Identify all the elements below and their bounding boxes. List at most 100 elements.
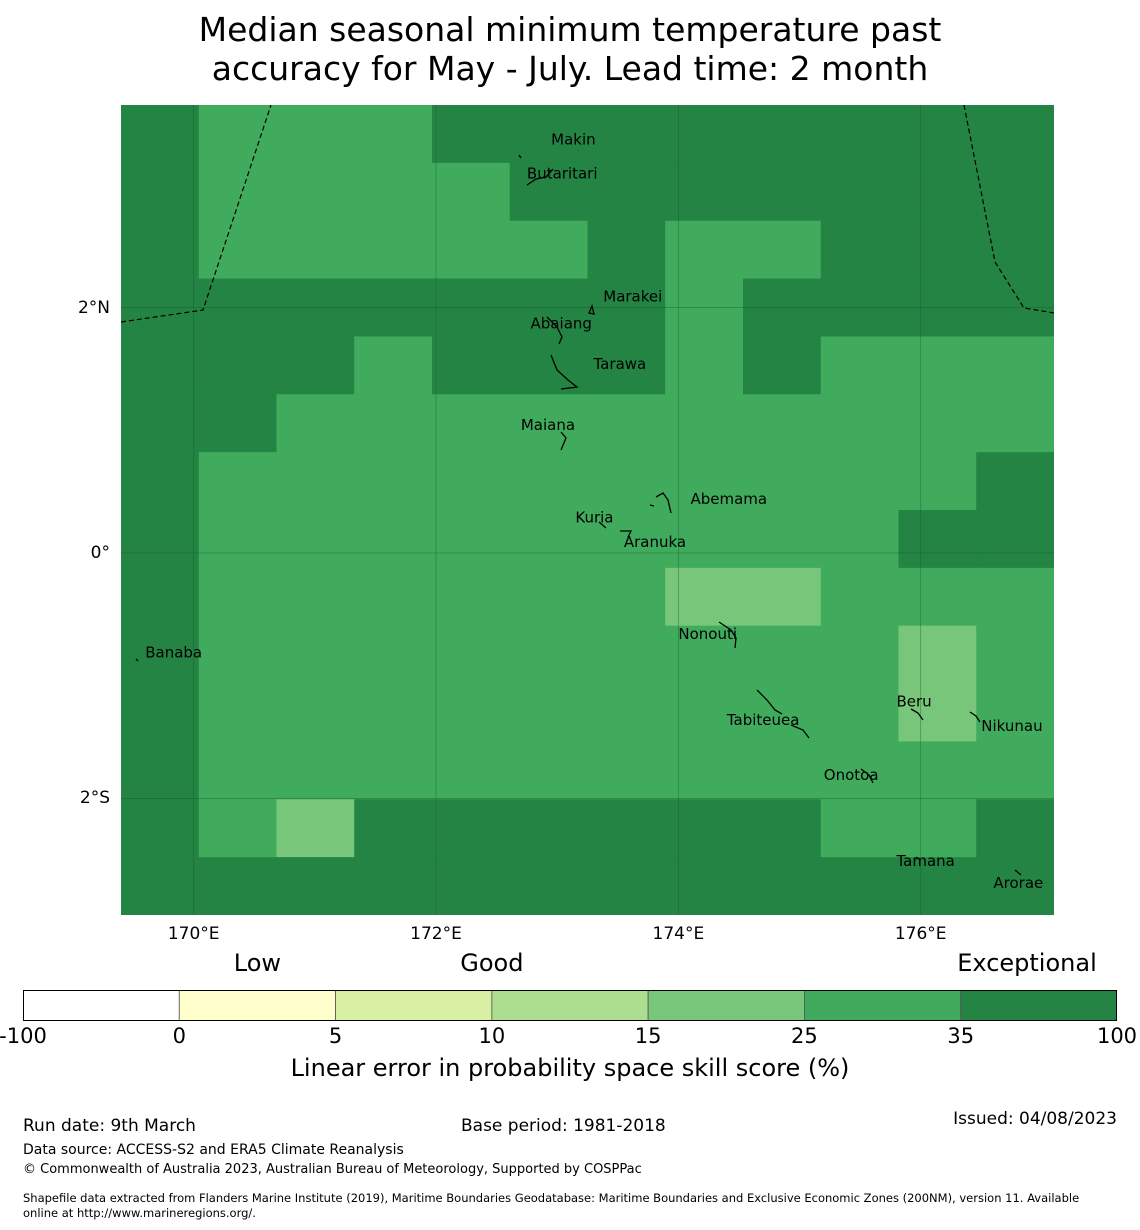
grid-cell (354, 452, 433, 511)
grid-cell (743, 394, 822, 453)
grid-cell (743, 741, 822, 800)
colorbar-frame (23, 990, 1117, 1021)
eez-boundary-west (121, 105, 272, 323)
grid-cell (898, 625, 977, 685)
colorbar-label: Linear error in probability space skill … (290, 1054, 850, 1082)
longitude-tick-label: 172°E (410, 924, 462, 944)
grid-cell (976, 741, 1054, 800)
grid-cell (587, 162, 666, 222)
grid-cell (898, 394, 977, 453)
graticule (121, 105, 1054, 915)
grid-cell (820, 625, 900, 685)
grid-cell (665, 220, 744, 280)
place-label: Tarawa (593, 355, 647, 373)
place-label: Tamana (895, 852, 954, 870)
grid-cell (509, 162, 589, 222)
issued-date: Issued: 04/08/2023 (953, 1109, 1117, 1129)
place-label: Arorae (993, 874, 1043, 892)
colorbar-tick-label: 35 (947, 1024, 975, 1048)
place-label: Nikunau (981, 717, 1042, 735)
data-source: Data source: ACCESS-S2 and ERA5 Climate … (23, 1142, 404, 1158)
grid-cell (198, 857, 278, 915)
colorbar-tick-label: 15 (634, 1024, 662, 1048)
grid-cell (276, 220, 355, 280)
grid-cell (976, 510, 1054, 569)
grid-cell (587, 625, 666, 685)
grid-cell (509, 799, 589, 858)
grid-cell (276, 683, 355, 743)
grid-cell (432, 799, 511, 858)
colorbar-tick-label: 10 (478, 1024, 506, 1048)
colorbar-segment (647, 990, 805, 1021)
place-label: Butaritari (527, 165, 598, 183)
grid-cell (354, 741, 433, 800)
place-label: Maiana (521, 416, 575, 434)
grid-cell (587, 567, 666, 627)
grid-cell (587, 220, 666, 280)
grid-cell (509, 220, 589, 280)
grid-cell (509, 741, 589, 800)
grid-cell (354, 336, 433, 395)
grid-cell (976, 799, 1054, 858)
grid-cell (354, 220, 433, 280)
eez-boundary-east (963, 105, 1054, 314)
island-abemama (649, 492, 672, 514)
skill-map-svg: Makin Butaritari Marakei Abaiang Tarawa Maian… (121, 105, 1054, 915)
place-label: Marakei (603, 287, 662, 305)
eez-boundaries (121, 105, 1054, 323)
grid-cell (976, 220, 1054, 280)
grid-cell (665, 162, 744, 222)
grid-cell (432, 567, 511, 627)
island-outlines (135, 154, 1022, 876)
place-label: Tabiteuea (726, 711, 800, 729)
grid-cell (198, 336, 278, 395)
grid-cell (432, 510, 511, 569)
grid-cell (665, 741, 744, 800)
grid-cell (587, 799, 666, 858)
grid-cell (432, 741, 511, 800)
legend-category-label: Good (460, 949, 524, 977)
grid-cell (121, 683, 200, 743)
grid-cell (509, 857, 589, 915)
grid-cell (743, 799, 822, 858)
grid-cell (121, 510, 200, 569)
grid-cell (198, 105, 278, 164)
grid-cell (354, 510, 433, 569)
grid-cell (432, 162, 511, 222)
legend-category-label: Low (233, 949, 282, 977)
grid-cell (354, 683, 433, 743)
grid-cell (898, 452, 977, 511)
grid-cell (354, 162, 433, 222)
grid-cell (432, 336, 511, 395)
grid-cell (820, 799, 900, 858)
grid-cell (743, 683, 822, 743)
grid-cell (198, 683, 278, 743)
colorbar-segment (960, 990, 1117, 1021)
grid-cell (665, 105, 744, 164)
grid-cell (198, 625, 278, 685)
grid-cell (198, 394, 278, 453)
grid-cell (665, 567, 744, 627)
grid-cell (898, 336, 977, 395)
grid-cell (820, 220, 900, 280)
island-tarawa (550, 354, 579, 390)
place-label: Abaiang (531, 314, 592, 332)
grid-cell (976, 683, 1054, 743)
grid-cell (743, 510, 822, 569)
place-label: Aranuka (624, 533, 686, 551)
grid-cell (121, 567, 200, 627)
grid-cell (587, 741, 666, 800)
grid-cell (121, 105, 200, 164)
grid-cell (898, 220, 977, 280)
grid-cell (354, 567, 433, 627)
legend-category-label: Exceptional (957, 949, 1097, 977)
grid-cell (354, 799, 433, 858)
colorbar-segment (804, 990, 962, 1021)
longitude-tick-label: 174°E (652, 924, 705, 944)
grid-cell (198, 220, 278, 280)
grid-cell (198, 799, 278, 858)
grid-cell (743, 452, 822, 511)
grid-cell (820, 105, 900, 164)
copyright: © Commonwealth of Australia 2023, Austra… (23, 1162, 642, 1177)
grid-cell (276, 162, 355, 222)
